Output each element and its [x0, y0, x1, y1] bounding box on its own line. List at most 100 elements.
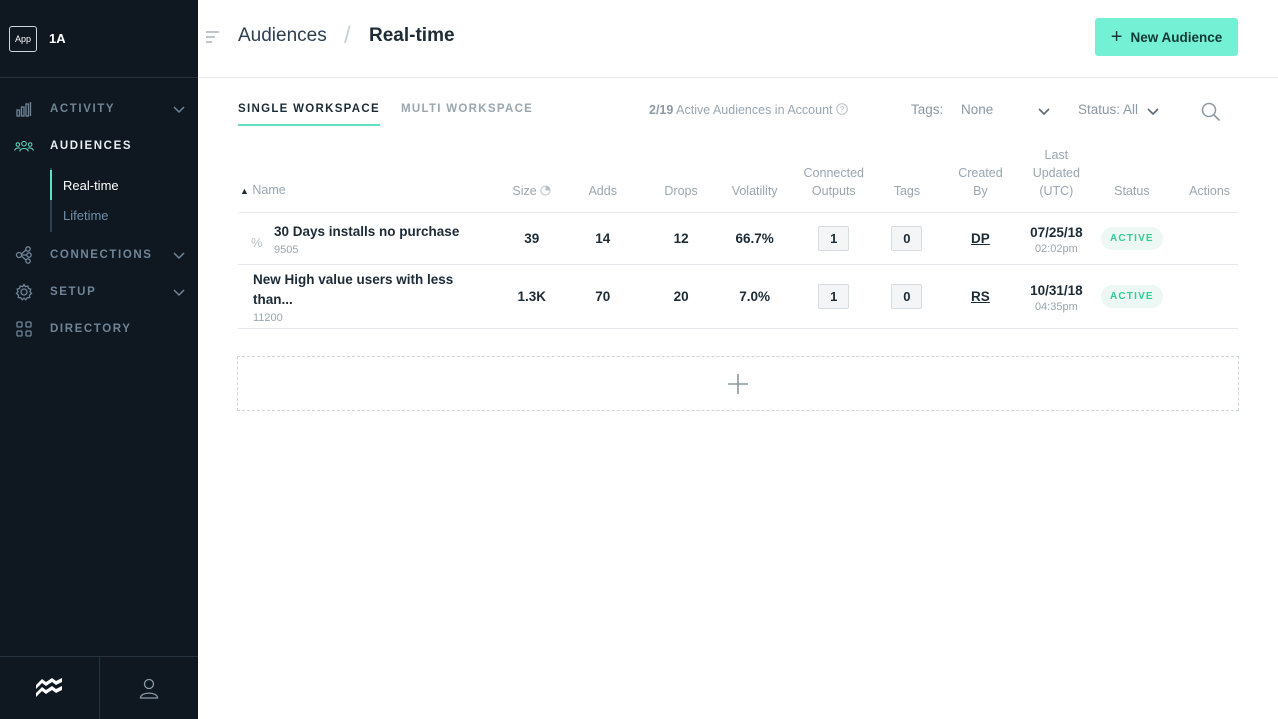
audience-name[interactable]: New High value users with less than...: [253, 271, 454, 307]
tags-filter-label: Tags:: [911, 102, 944, 117]
profile-button[interactable]: [100, 657, 199, 719]
tags-count[interactable]: 0: [891, 284, 923, 309]
grid-icon: [14, 320, 34, 338]
creator-link[interactable]: RS: [971, 289, 990, 304]
column-header-tags[interactable]: Tags: [893, 184, 921, 198]
status-badge: ACTIVE: [1100, 285, 1163, 308]
menu-icon[interactable]: [206, 30, 220, 48]
column-header-last-updated[interactable]: Last Updated (UTC): [1032, 148, 1080, 198]
updated-date: 07/25/18: [1030, 224, 1083, 240]
chevron-down-icon[interactable]: [1037, 104, 1051, 123]
tab-multi-workspace[interactable]: MULTI WORKSPACE: [401, 103, 534, 115]
plus-icon: +: [1110, 26, 1123, 48]
cell-volatility: 66.7%: [724, 212, 785, 265]
nav-item-connections[interactable]: CONNECTIONS: [0, 236, 198, 273]
cell-updated: 07/25/18 02:02pm: [1030, 212, 1083, 265]
column-header-created-by[interactable]: Created By: [958, 166, 1003, 198]
sidebar-nav: ACTIVITY AUDIENCES Real-time Lifetime CO…: [0, 90, 198, 347]
add-audience-area[interactable]: [237, 356, 1239, 411]
cell-adds: 14: [567, 212, 638, 265]
page-title: Real-time: [369, 25, 455, 46]
count-text: Active Audiences in Account: [676, 103, 833, 117]
column-header-drops[interactable]: Drops: [664, 184, 698, 198]
main-content: Audiences / Real-time + New Audience SIN…: [198, 0, 1278, 719]
audiences-table: ▲ Name Size Adds Drops Volatility Connec…: [238, 146, 1238, 329]
cell-tags: 0: [883, 212, 931, 265]
cell-status: ACTIVE: [1082, 264, 1182, 329]
nav-item-setup[interactable]: SETUP: [0, 273, 198, 310]
updated-date: 10/31/18: [1030, 282, 1083, 298]
active-audience-count: 2/19 Active Audiences in Account ?: [649, 103, 848, 117]
cell-drops: 12: [637, 212, 725, 265]
tab-single-workspace[interactable]: SINGLE WORKSPACE: [238, 103, 380, 126]
nav-item-directory[interactable]: DIRECTORY: [0, 310, 198, 347]
status-filter[interactable]: Status: All: [1078, 102, 1139, 117]
cell-size: 1.3K: [495, 264, 568, 329]
nav-item-activity[interactable]: ACTIVITY: [0, 90, 198, 127]
breadcrumb-parent[interactable]: Audiences: [238, 25, 327, 46]
cell-drops: 20: [637, 264, 725, 329]
table-row[interactable]: New High value users with less than... 1…: [238, 264, 1238, 329]
outputs-count[interactable]: 1: [818, 226, 850, 251]
chevron-down-icon[interactable]: [172, 248, 186, 262]
svg-text:?: ?: [840, 105, 845, 114]
creator-link[interactable]: DP: [971, 231, 990, 246]
subnav-item-lifetime[interactable]: Lifetime: [63, 207, 109, 223]
audience-toolbar: SINGLE WORKSPACE MULTI WORKSPACE 2/19 Ac…: [238, 100, 1238, 130]
outputs-count[interactable]: 1: [818, 284, 850, 309]
cell-outputs: 1: [784, 264, 884, 329]
sort-ascending-icon: ▲: [240, 186, 249, 196]
cell-volatility: 7.0%: [724, 264, 785, 329]
updated-time: 02:02pm: [1034, 242, 1078, 255]
sidebar: App 1A ACTIVITY AUDIENCES Real-time Life…: [0, 0, 198, 719]
cell-size: 39: [495, 212, 568, 265]
column-header-status[interactable]: Status: [1114, 184, 1150, 198]
breadcrumb-separator: /: [344, 22, 351, 49]
nav-label: CONNECTIONS: [50, 248, 153, 261]
table-row[interactable]: % 30 Days installs no purchase 9505 39 1…: [238, 212, 1238, 265]
subnav-item-realtime[interactable]: Real-time: [52, 170, 198, 200]
cell-outputs: 1: [784, 212, 884, 265]
help-icon[interactable]: ?: [836, 103, 848, 115]
cell-name: New High value users with less than... 1…: [238, 264, 496, 329]
cell-created-by: RS: [930, 264, 1031, 329]
table-header-row: ▲ Name Size Adds Drops Volatility Connec…: [238, 146, 1238, 213]
new-audience-label: New Audience: [1130, 29, 1223, 45]
nav-label: ACTIVITY: [50, 102, 116, 115]
new-audience-button[interactable]: + New Audience: [1095, 18, 1238, 56]
column-header-adds[interactable]: Adds: [588, 184, 617, 198]
audience-id: 11200: [253, 311, 283, 324]
cell-created-by: DP: [930, 212, 1031, 265]
sidebar-footer: [0, 656, 198, 719]
bar-chart-icon: [14, 100, 34, 118]
column-header-size[interactable]: Size: [496, 146, 568, 213]
gear-icon: [14, 282, 34, 301]
workspace-header[interactable]: App 1A: [0, 0, 198, 78]
top-bar: Audiences / Real-time + New Audience: [198, 0, 1278, 78]
column-header-connected-outputs[interactable]: Connected Outputs: [803, 166, 865, 198]
status-badge: ACTIVE: [1100, 227, 1163, 250]
tags-count[interactable]: 0: [891, 226, 923, 251]
audiences-subnav: Real-time Lifetime: [50, 168, 198, 232]
updated-time: 04:35pm: [1034, 300, 1078, 313]
audience-name[interactable]: 30 Days installs no purchase: [274, 223, 460, 239]
cell-actions: [1181, 212, 1238, 265]
chevron-down-icon[interactable]: [1146, 104, 1160, 123]
app-badge: App: [9, 25, 37, 52]
search-icon[interactable]: [1201, 102, 1221, 127]
cell-updated: 10/31/18 04:35pm: [1030, 264, 1083, 329]
chevron-down-icon[interactable]: [172, 285, 186, 299]
cell-adds: 70: [567, 264, 638, 329]
nav-label: AUDIENCES: [50, 139, 133, 152]
logo-button[interactable]: [0, 657, 100, 719]
chevron-down-icon[interactable]: [172, 102, 186, 116]
nav-item-audiences[interactable]: AUDIENCES: [0, 127, 198, 164]
cell-actions: [1181, 264, 1238, 329]
column-header-name[interactable]: ▲ Name: [240, 183, 286, 197]
column-header-volatility[interactable]: Volatility: [731, 184, 778, 198]
cell-status: ACTIVE: [1082, 212, 1182, 265]
workspace-name: 1A: [49, 31, 66, 46]
tags-filter-value[interactable]: None: [961, 102, 994, 117]
column-header-actions: Actions: [1189, 184, 1231, 198]
users-icon: [14, 137, 34, 155]
